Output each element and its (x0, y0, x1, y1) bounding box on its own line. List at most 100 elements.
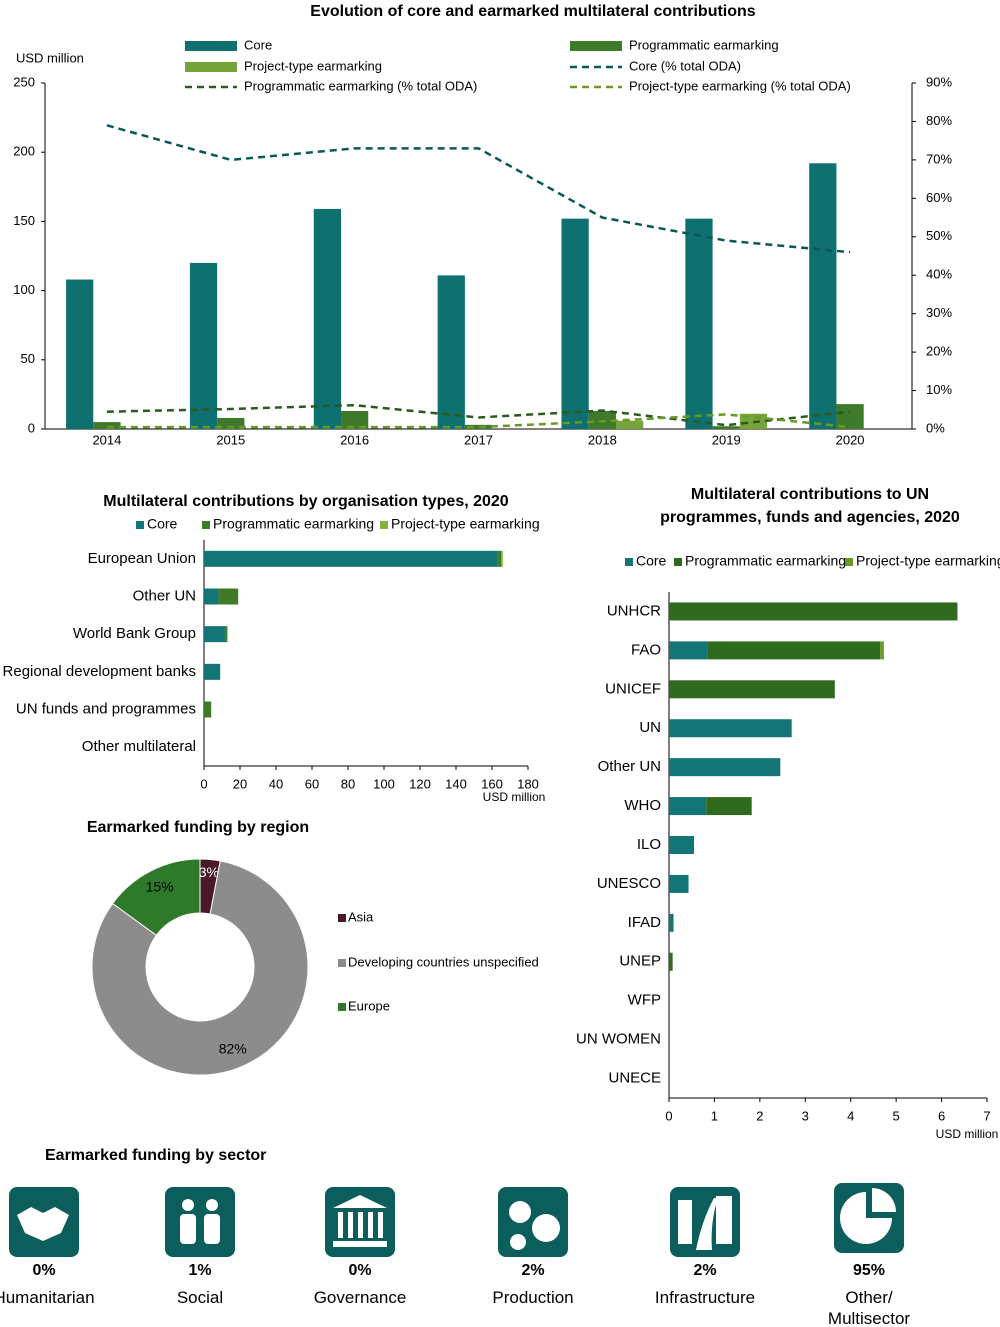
legend-label: Project-type earmarking (391, 516, 540, 532)
chart-title: Multilateral contributions by organisati… (103, 493, 509, 510)
bar-segment (706, 797, 752, 816)
legend-swatch (380, 521, 388, 529)
x-tick-label: 0 (200, 776, 207, 791)
bar (437, 275, 465, 429)
y-tick-label: UNICEF (605, 680, 661, 697)
legend-swatch (338, 914, 346, 922)
x-tick-label: 160 (481, 776, 503, 791)
y-tick-label: UN funds and programmes (16, 700, 196, 717)
bar-segment (707, 641, 881, 660)
y-tick-label: 200 (13, 144, 35, 159)
x-tick-label: 2016 (340, 432, 369, 447)
x-axis-label: USD million (483, 790, 546, 804)
y-tick-label: 100 (13, 282, 35, 297)
y2-tick-label: 10% (926, 382, 952, 397)
x-tick-label: 140 (445, 776, 467, 791)
x-tick-label: 1 (711, 1108, 718, 1123)
sector-name: Humanitarian (0, 1288, 95, 1307)
legend-label: Core (636, 553, 667, 569)
x-tick-label: 20 (233, 776, 247, 791)
bar-segment (225, 626, 228, 643)
legend-swatch (338, 1003, 346, 1011)
building-glyph (678, 1200, 692, 1244)
bar (615, 420, 644, 429)
legend-label: Project-type earmarking (244, 58, 382, 73)
y2-tick-label: 60% (926, 190, 952, 205)
bar-segment (204, 663, 221, 680)
x-tick-label: 2019 (712, 432, 741, 447)
gear-glyph (509, 1201, 531, 1223)
bar (712, 426, 740, 429)
x-tick-label: 2 (756, 1108, 763, 1123)
bar (66, 279, 94, 429)
column-glyph (378, 1212, 383, 1238)
person-glyph (182, 1199, 194, 1211)
x-tick-label: 3 (802, 1108, 809, 1123)
legend-swatch (625, 558, 633, 566)
line (106, 124, 851, 254)
y-tick-label: 250 (13, 74, 35, 89)
legend-swatch (338, 959, 346, 967)
x-tick-label: 2014 (92, 432, 121, 447)
sector-share: 0% (32, 1262, 56, 1279)
y-tick-label: FAO (631, 641, 661, 658)
x-tick-label: 180 (517, 776, 539, 791)
legend-label: Programmatic earmarking (% total ODA) (244, 78, 477, 93)
chart-title: Earmarked funding by region (86, 819, 310, 836)
bar-segment (204, 701, 212, 718)
sector-share: 2% (693, 1262, 717, 1279)
y-tick-label: 50 (21, 351, 35, 366)
section-title: Earmarked funding by sector (45, 1147, 267, 1164)
legend-label: Asia (348, 909, 374, 924)
x-tick-label: 2015 (216, 432, 245, 447)
pie-glyph (872, 1188, 896, 1212)
legend-swatch (185, 41, 237, 51)
sector-name: Other/ Multisector (827, 1288, 911, 1327)
x-tick-label: 60 (305, 776, 319, 791)
y-tick-label: UN (639, 719, 661, 736)
y-tick-label: IFAD (628, 914, 662, 931)
y-tick-label: UNEP (619, 953, 661, 970)
y-tick-label: UNECE (608, 1070, 661, 1087)
y-tick-label: WHO (624, 797, 661, 814)
base-glyph (333, 1241, 387, 1247)
bar (588, 411, 616, 429)
bar-segment (669, 602, 958, 621)
x-tick-label: 4 (847, 1108, 854, 1123)
sector-name: Social (176, 1288, 224, 1307)
bar-segment (204, 626, 226, 643)
column-glyph (358, 1212, 363, 1238)
y2-tick-label: 0% (926, 420, 945, 435)
person-glyph (180, 1214, 196, 1244)
value-label: 3% (199, 864, 219, 880)
bar-segment (204, 588, 219, 605)
bar-segment (497, 550, 501, 567)
line (106, 403, 851, 427)
x-tick-label: 5 (893, 1108, 900, 1123)
bar (341, 411, 369, 429)
gear-glyph (532, 1214, 560, 1242)
handshake-glyph (17, 1207, 69, 1241)
y-tick-label: 150 (13, 213, 35, 228)
y-tick-label: 0 (28, 420, 35, 435)
legend-swatch (845, 558, 853, 566)
x-tick-label: 40 (269, 776, 283, 791)
x-tick-label: 120 (409, 776, 431, 791)
bar-segment (880, 641, 884, 660)
legend-label: Developing countries unspecified (348, 954, 539, 969)
legend-swatch (570, 41, 622, 51)
legend-label: Programmatic earmarking (213, 516, 374, 532)
column-glyph (348, 1212, 353, 1238)
bar-segment (669, 913, 674, 932)
legend-label: Programmatic earmarking (629, 37, 779, 52)
road-glyph (696, 1198, 718, 1250)
icon-glyphs (17, 1188, 896, 1250)
bar (836, 404, 864, 429)
bar (313, 208, 342, 429)
building-glyph (716, 1196, 732, 1244)
legend-label: Core (147, 516, 178, 532)
roof-glyph (333, 1195, 387, 1208)
line (106, 413, 851, 429)
legend-label: Core (244, 37, 272, 52)
y2-tick-label: 30% (926, 305, 952, 320)
